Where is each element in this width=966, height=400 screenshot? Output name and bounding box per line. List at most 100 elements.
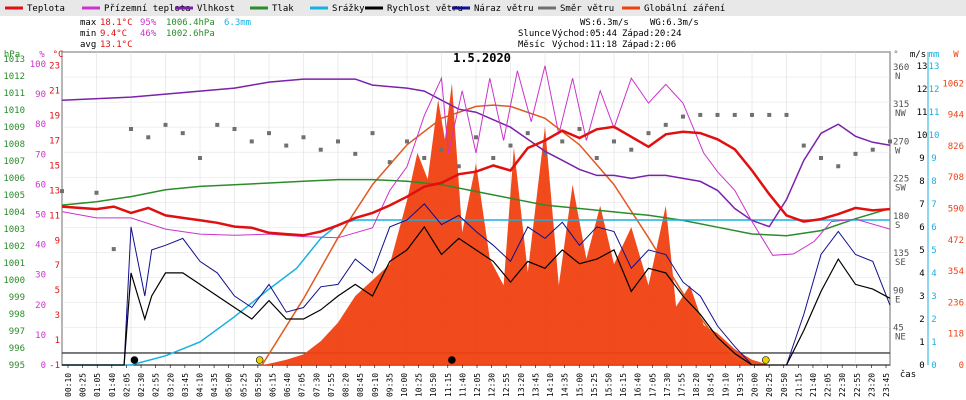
stat-avg-temp: 13.1°C (100, 40, 133, 50)
x-tick-label: 00:25 (79, 373, 88, 397)
wind-direction-point (560, 139, 565, 144)
chart-title: 1.5.2020 (453, 51, 511, 65)
x-tick-label: 11:15 (444, 373, 453, 397)
x-axis: 00:10 00:25 01:05 01:40 02:05 02:30 02:55 03:20… (64, 365, 916, 397)
x-tick-label: 17:30 (663, 373, 672, 397)
wind-direction-point (888, 139, 892, 144)
wind-direction-point (698, 112, 703, 117)
legend-label: Náraz větru (474, 4, 534, 14)
moon-label: Měsíc (518, 40, 545, 50)
x-tick-label: 19:10 (721, 373, 730, 397)
wind-direction-point (801, 143, 806, 148)
wind-ws: WS:6.3m/s (580, 18, 629, 28)
wind-direction-point (508, 143, 513, 148)
wind-direction-point (318, 147, 323, 152)
axis-mm-tick: 4 (931, 269, 936, 279)
x-tick-label: 13:20 (517, 373, 526, 397)
wind-direction-point (543, 151, 547, 156)
axis-temp-tick: 21 (49, 87, 60, 97)
axis-mm-tick: 13 (929, 62, 940, 72)
wind-direction-point (715, 112, 720, 117)
moonset-marker (130, 356, 139, 364)
moonrise-marker (448, 356, 456, 364)
x-tick-label: 20:00 (751, 373, 760, 397)
axis-temp-tick: 15 (49, 161, 60, 171)
axis-ms-tick: 13 (917, 62, 928, 72)
stat-max-hum: 95% (140, 18, 157, 28)
axis-w-tick: 236 (948, 298, 964, 308)
axis-temp-label: °C (53, 50, 64, 60)
x-tick-label: 12:05 (473, 373, 482, 397)
axis-pct-tick: 40 (35, 241, 46, 251)
wind-direction-point (474, 135, 478, 140)
axis-temp-tick: -1 (49, 361, 60, 371)
axis-dir-name: SW (895, 184, 906, 194)
axis-mm-tick: 9 (931, 154, 936, 164)
x-tick-label: 10:50 (429, 373, 438, 397)
axis-ms-tick: 4 (919, 269, 924, 279)
axis-dir-tick: 135 (893, 249, 909, 259)
axis-mm-tick: 2 (931, 315, 936, 325)
x-tick-label: 07:55 (327, 373, 336, 397)
wind-direction-point (353, 151, 358, 156)
x-tick-label: 23:20 (867, 373, 876, 397)
axis-pct-tick: 100 (30, 60, 46, 70)
wind-direction-point (336, 139, 340, 144)
wind-direction-point (301, 135, 306, 140)
x-tick-label: 05:25 (239, 373, 248, 397)
x-tick-label: 08:45 (356, 373, 365, 397)
stat-max-label: max (80, 18, 97, 28)
wind-direction-point (819, 155, 823, 160)
wind-direction-point (232, 127, 237, 132)
axis-dir-name: SE (895, 258, 906, 268)
axis-pct-tick: 30 (35, 271, 46, 281)
x-tick-label: 09:35 (385, 373, 394, 397)
stat-max-press: 1006.4hPa (166, 18, 215, 28)
legend-label: Přízemní teplota (104, 4, 191, 14)
axis-pct-label: % (39, 50, 45, 60)
x-tick-label: 19:35 (736, 373, 745, 397)
axis-ms-tick: 3 (919, 292, 924, 302)
x-tick-label: 09:10 (371, 373, 380, 397)
x-tick-label: 02:55 (152, 373, 161, 397)
axis-temp-tick: 11 (49, 211, 60, 221)
moon-set: Západ:2:06 (622, 40, 676, 50)
axis-ms-label: m/s (910, 50, 926, 60)
x-tick-label: 03:45 (181, 373, 190, 397)
axis-ms-tick: 6 (919, 223, 924, 233)
pressure-line (61, 178, 891, 237)
series-layer (60, 65, 892, 366)
wind-direction-point (870, 147, 875, 152)
axis-mm-tick: 0 (931, 361, 936, 371)
x-tick-label: 15:25 (590, 373, 599, 397)
x-tick-label: 16:15 (619, 373, 628, 397)
axis-w-tick: 472 (948, 236, 964, 246)
x-tick-label: 06:40 (283, 373, 292, 397)
wind-direction-point (456, 164, 461, 169)
axis-dir-name: W (895, 146, 901, 156)
wind-direction-point (767, 112, 772, 117)
wind-direction-point (163, 122, 168, 127)
wind-direction-point (594, 155, 599, 160)
x-tick-label: 14:35 (561, 373, 570, 397)
axis-dir-name: NE (895, 333, 906, 343)
axis-pct-tick: 50 (35, 211, 46, 221)
axis-w-tick: 118 (948, 330, 964, 340)
wind-direction-point (853, 151, 858, 156)
axis-temp-tick: 7 (55, 261, 60, 271)
events-layer (130, 356, 770, 364)
x-axis-label: čas (900, 369, 916, 380)
wind-direction-point (267, 131, 271, 136)
legend-label: Tlak (272, 4, 294, 14)
x-tick-label: 08:20 (342, 373, 351, 397)
axis-w-tick: 708 (948, 173, 964, 183)
x-tick-label: 02:30 (137, 373, 146, 397)
x-tick-label: 10:25 (415, 373, 424, 397)
sunset-marker (761, 356, 770, 364)
axis-mm-tick: 1 (931, 338, 936, 348)
wind-direction-point (750, 112, 754, 117)
axis-pct-tick: 80 (35, 120, 46, 130)
x-tick-label: 02:05 (122, 373, 131, 397)
x-tick-label: 12:55 (502, 373, 511, 397)
